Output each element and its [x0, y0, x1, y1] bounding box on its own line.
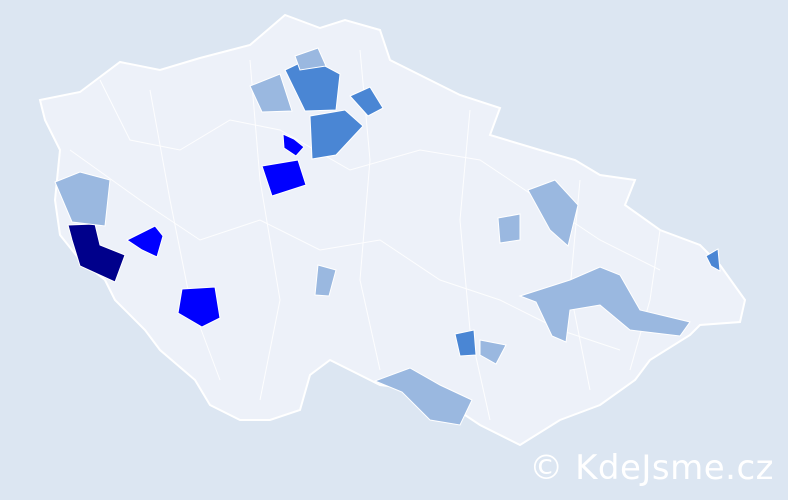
region-low	[314, 264, 337, 297]
region-low	[373, 367, 473, 426]
region-low	[479, 339, 507, 365]
region-high	[177, 286, 221, 328]
region-medium	[454, 329, 477, 357]
region-medium	[309, 109, 364, 160]
country-outline	[38, 13, 747, 447]
region-high	[282, 133, 305, 157]
region-low	[294, 47, 327, 71]
region-low	[527, 179, 579, 247]
region-medium	[705, 248, 721, 272]
highlighted-regions	[54, 47, 721, 426]
region-high	[126, 225, 164, 258]
region-low	[54, 171, 111, 227]
region-medium	[349, 86, 384, 117]
region-low	[249, 73, 293, 113]
region-highest	[67, 223, 126, 283]
region-high	[261, 159, 307, 197]
region-low	[518, 266, 691, 343]
region-low	[497, 213, 521, 244]
watermark: © KdeJsme.cz	[529, 448, 774, 488]
